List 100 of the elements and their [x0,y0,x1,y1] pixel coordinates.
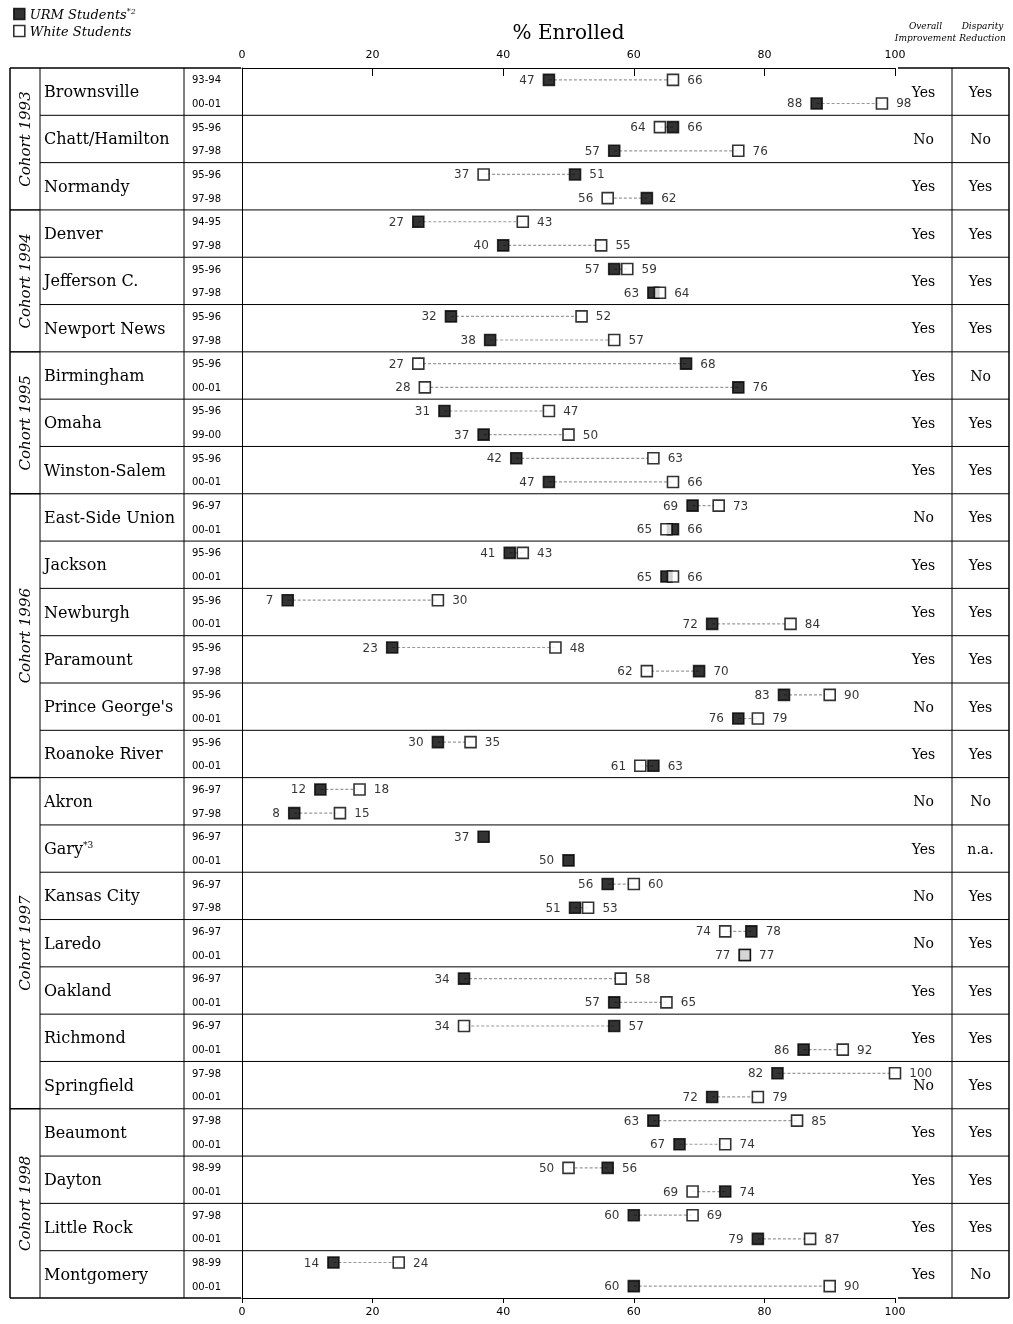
text: Prince George's [44,697,174,717]
data-label: 70 [713,664,729,679]
data-label: 76 [708,711,724,726]
text: Yes [910,651,936,668]
text: Yes [967,698,993,715]
text: Richmond [44,1028,126,1048]
y-tick-label: 95-96 [192,121,222,133]
data-label: 30 [452,593,468,608]
text: Laredo [44,933,102,953]
text: Akron [43,791,93,811]
data-label: 66 [687,522,703,537]
data-label: 56 [621,1160,638,1175]
y-tick-label: 00-01 [192,523,222,535]
text: Birmingham [44,366,145,385]
x2-tick-label: 20 [365,48,380,61]
data-label: 66 [687,569,703,584]
data-label: 57 [628,333,644,348]
y-tick-label: 00-01 [192,571,222,583]
x-tick-label: 40 [496,1305,511,1318]
data-label: 63 [623,285,640,300]
y-tick-label: 96-97 [192,973,222,985]
text: Yes [910,367,936,384]
text: Yes [910,1171,936,1188]
data-label: 57 [584,143,600,158]
y-tick-label: 00-01 [192,760,222,772]
data-label: 50 [582,427,599,442]
data-label: 34 [434,971,450,986]
data-label: 73 [732,498,749,513]
text: No [913,1077,934,1094]
y-tick-label: 00-01 [192,476,222,488]
data-label: 79 [772,711,788,726]
data-label: 53 [602,900,618,915]
data-label: 66 [687,72,703,87]
data-label: 72 [682,616,698,631]
text: Yes [967,1124,993,1141]
text: No [970,1266,991,1283]
text: Normandy [44,176,130,196]
data-label: 37 [454,167,470,182]
legend-label: White Students [29,23,132,39]
data-label: 67 [649,1137,666,1152]
data-label: 34 [434,1018,450,1033]
text: Cohort 1997 [16,895,34,991]
text: Chatt/Hamilton [44,129,170,149]
text: No [913,698,934,715]
data-label: 47 [519,474,535,489]
data-label: 90 [844,1279,860,1294]
data-label: 58 [635,971,651,986]
x-axis-title: % Enrolled [512,20,625,44]
data-label: 65 [636,569,653,584]
y-tick-label: 00-01 [192,996,222,1008]
data-label: 35 [484,735,501,750]
data-label: 92 [857,1042,873,1057]
data-label: 79 [772,1089,788,1104]
y-tick-label: 94-95 [192,216,222,228]
data-label: 47 [519,72,535,87]
text: Kansas City [44,886,140,906]
data-label: 72 [682,1089,698,1104]
text: No [970,793,991,810]
text: East-Side Union [44,507,175,527]
y-tick-label: 96-97 [192,500,222,512]
data-label: 31 [414,403,431,418]
data-label: 7 [265,593,274,608]
text: Overall Improvement [893,21,957,43]
data-label: 12 [290,782,307,797]
text: Yes [967,509,993,526]
y-tick-label: 97-98 [192,239,222,251]
data-label: 76 [752,143,768,158]
y-tick-label: 95-96 [192,310,222,322]
data-label: 90 [844,687,860,702]
data-label: 37 [454,427,470,442]
data-label: 82 [747,1066,764,1081]
y-tick-label: 95-96 [192,405,222,417]
data-label: 69 [662,1184,679,1199]
text: Yes [967,462,993,479]
text: Cohort 1998 [16,1155,34,1252]
data-label: 32 [421,309,437,324]
data-label: 30 [408,735,424,750]
data-label: 40 [473,238,489,253]
y-tick-label: 00-01 [192,854,222,866]
data-label: 64 [630,120,646,135]
data-label: 24 [413,1255,429,1270]
text: Yes [910,1029,936,1046]
text: n.a. [967,840,994,857]
text: Yes [910,556,936,573]
data-label: 63 [623,1113,640,1128]
y-tick-label: 00-01 [192,97,222,109]
y-tick-label: 98-99 [192,1162,222,1174]
data-label: 65 [680,995,697,1010]
data-label: 85 [811,1113,827,1128]
data-label: 74 [739,1184,755,1199]
x-tick-label: 80 [757,1305,772,1318]
data-label: 15 [354,806,370,821]
data-label: 57 [628,1018,644,1033]
text: Yes [967,604,993,621]
data-label: 76 [752,380,768,395]
text: Roanoke River [44,744,164,764]
text: Newburgh [44,602,130,622]
y-tick-label: 97-98 [192,807,222,819]
data-label: 8 [272,806,280,821]
data-label: 57 [584,262,600,277]
